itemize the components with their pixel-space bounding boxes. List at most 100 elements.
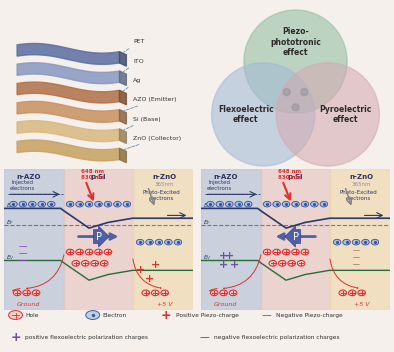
Text: 365nm: 365nm <box>155 182 175 187</box>
Circle shape <box>95 201 102 207</box>
Text: —: — <box>200 332 210 342</box>
Text: $E_C$: $E_C$ <box>203 201 212 210</box>
Text: AZO (Emitter): AZO (Emitter) <box>124 97 177 111</box>
Text: +: + <box>136 265 145 275</box>
Circle shape <box>23 290 30 296</box>
Circle shape <box>292 201 299 207</box>
Circle shape <box>362 239 369 245</box>
Circle shape <box>282 249 290 255</box>
Bar <box>262 169 329 310</box>
FancyArrowPatch shape <box>133 259 161 288</box>
Text: n-AZO: n-AZO <box>213 174 238 180</box>
Circle shape <box>85 249 93 255</box>
Text: Flexoelectric
effect: Flexoelectric effect <box>218 105 273 124</box>
Circle shape <box>282 201 290 207</box>
Text: p-Si: p-Si <box>288 174 303 180</box>
Text: +5 V: +5 V <box>354 302 370 307</box>
Text: +: + <box>10 331 21 344</box>
Text: Si (Base): Si (Base) <box>124 117 161 130</box>
Circle shape <box>358 290 366 296</box>
Circle shape <box>155 239 163 245</box>
Circle shape <box>32 290 40 296</box>
Text: Photo-Excited
electrons: Photo-Excited electrons <box>339 190 377 201</box>
Circle shape <box>371 239 379 245</box>
Text: +: + <box>230 260 240 270</box>
Polygon shape <box>119 148 126 163</box>
Text: +: + <box>219 260 228 270</box>
FancyArrowPatch shape <box>13 289 20 291</box>
Circle shape <box>292 249 299 255</box>
Circle shape <box>288 260 296 266</box>
Circle shape <box>273 201 281 207</box>
Text: Electron: Electron <box>102 313 126 318</box>
Circle shape <box>225 201 233 207</box>
Text: Ground: Ground <box>214 302 237 307</box>
Polygon shape <box>17 101 119 122</box>
Circle shape <box>9 310 22 320</box>
Text: Pyroelectric
effect: Pyroelectric effect <box>319 105 372 124</box>
Text: ITO: ITO <box>123 59 144 71</box>
Text: $E_F$: $E_F$ <box>6 219 14 227</box>
Circle shape <box>100 260 108 266</box>
Circle shape <box>229 290 237 296</box>
Circle shape <box>216 201 224 207</box>
Polygon shape <box>119 109 126 124</box>
Circle shape <box>269 260 277 266</box>
Text: +: + <box>225 251 234 261</box>
Circle shape <box>206 201 214 207</box>
Text: negative flexoelectric polarization charges: negative flexoelectric polarization char… <box>214 335 340 340</box>
Text: —: — <box>19 242 27 251</box>
Circle shape <box>276 63 379 166</box>
Circle shape <box>263 201 271 207</box>
Text: 365nm: 365nm <box>352 182 372 187</box>
Circle shape <box>174 239 182 245</box>
Text: —: — <box>19 249 27 258</box>
Text: ZnO (Collector): ZnO (Collector) <box>124 136 181 150</box>
Text: Piezo-
phototronic
effect: Piezo- phototronic effect <box>270 27 321 57</box>
Text: p-Si: p-Si <box>91 174 106 180</box>
Polygon shape <box>17 43 119 64</box>
Text: +: + <box>145 274 154 284</box>
Text: Photo-Excited
electrons: Photo-Excited electrons <box>142 190 180 201</box>
Text: PET: PET <box>123 39 145 52</box>
Text: 648 nm
830 nm: 648 nm 830 nm <box>278 169 301 180</box>
Text: Ground: Ground <box>17 302 40 307</box>
Circle shape <box>333 239 341 245</box>
Circle shape <box>320 201 328 207</box>
Circle shape <box>210 290 218 296</box>
Text: +5 V: +5 V <box>157 302 173 307</box>
Circle shape <box>297 260 305 266</box>
Circle shape <box>339 290 347 296</box>
Text: n-ZnO: n-ZnO <box>349 174 374 180</box>
Circle shape <box>142 290 150 296</box>
Circle shape <box>91 260 98 266</box>
Bar <box>132 169 193 310</box>
Circle shape <box>38 201 46 207</box>
Circle shape <box>104 201 112 207</box>
Polygon shape <box>119 71 126 86</box>
Bar <box>329 169 390 310</box>
Circle shape <box>146 239 153 245</box>
Text: —: — <box>353 247 359 254</box>
Text: n-AZO: n-AZO <box>16 174 41 180</box>
Circle shape <box>165 239 172 245</box>
Text: P: P <box>95 232 102 241</box>
Polygon shape <box>17 63 119 84</box>
FancyArrowPatch shape <box>330 259 358 288</box>
Polygon shape <box>119 129 126 143</box>
Circle shape <box>235 201 243 207</box>
Text: Injected
electrons: Injected electrons <box>207 180 232 191</box>
Text: —: — <box>353 254 359 261</box>
Text: P: P <box>292 232 299 241</box>
Circle shape <box>113 201 121 207</box>
Polygon shape <box>17 82 119 103</box>
Circle shape <box>76 249 84 255</box>
Circle shape <box>301 249 309 255</box>
Text: +: + <box>151 260 160 270</box>
Text: Hole: Hole <box>25 313 39 318</box>
Circle shape <box>66 249 74 255</box>
Circle shape <box>310 201 318 207</box>
Text: +: + <box>219 251 228 261</box>
Circle shape <box>161 290 169 296</box>
Circle shape <box>220 290 227 296</box>
